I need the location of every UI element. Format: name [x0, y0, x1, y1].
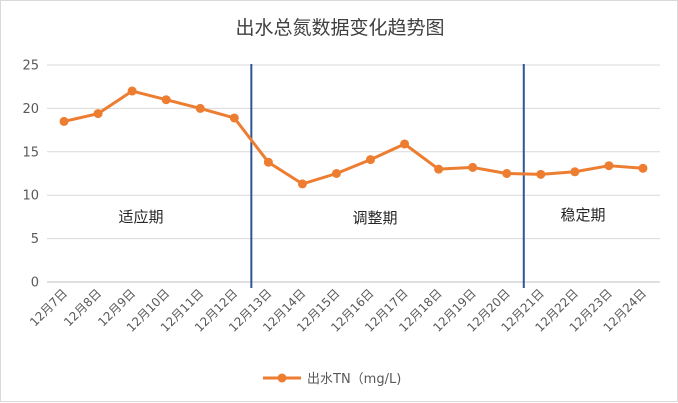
legend-marker-icon — [277, 373, 287, 383]
data-point — [263, 157, 273, 167]
y-axis: 0 5 10 15 20 25 — [22, 59, 39, 291]
phase-label-adjustment: 调整期 — [352, 209, 397, 227]
y-tick-label: 25 — [22, 59, 39, 74]
y-tick-label: 0 — [31, 276, 39, 291]
phase-label-adaptation: 适应期 — [118, 208, 163, 226]
data-point — [127, 86, 137, 96]
data-point — [229, 113, 239, 123]
data-point — [59, 116, 69, 126]
data-point — [331, 169, 341, 178]
chart-title: 出水总氮数据变化趋势图 — [235, 17, 444, 39]
data-point — [434, 164, 444, 174]
y-tick-label: 10 — [22, 189, 39, 204]
phase-label-stable: 稳定期 — [560, 206, 605, 224]
y-tick-label: 5 — [31, 232, 39, 247]
legend: 出水TN（mg/L) — [263, 372, 401, 387]
y-tick-label: 20 — [22, 102, 39, 117]
data-point — [195, 103, 205, 113]
data-point — [468, 162, 478, 172]
data-point — [366, 155, 376, 165]
phase-dividers — [250, 64, 525, 288]
data-point — [400, 139, 410, 149]
data-point — [604, 161, 614, 171]
y-tick-label: 15 — [22, 145, 39, 160]
data-point — [93, 109, 103, 119]
data-point — [638, 163, 648, 173]
phase-labels: 适应期 调整期 稳定期 — [118, 206, 605, 227]
series-line-0 — [62, 89, 645, 186]
data-point — [297, 179, 307, 189]
gridlines — [47, 64, 660, 283]
data-point — [502, 169, 512, 178]
data-point — [570, 167, 580, 177]
data-point — [536, 169, 546, 179]
series-line — [59, 86, 648, 189]
x-axis: 12月7日12月8日12月9日12月10日12月11日12月12日12月13日1… — [27, 286, 649, 334]
data-point — [161, 95, 171, 105]
legend-label: 出水TN（mg/L) — [307, 372, 401, 387]
